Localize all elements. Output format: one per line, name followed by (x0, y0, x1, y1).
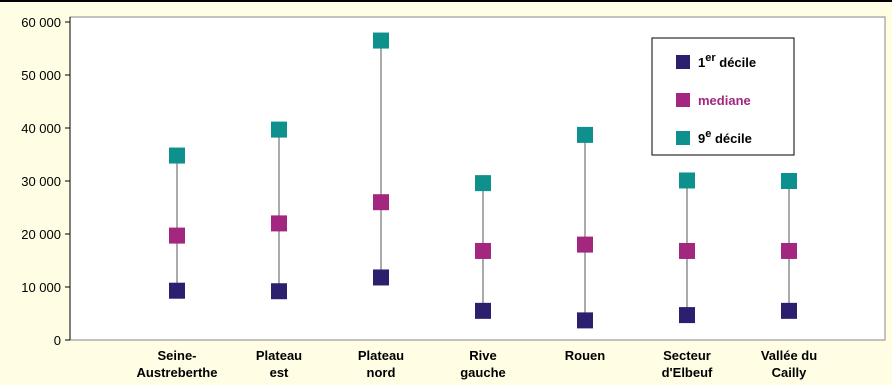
x-category-label: est (270, 365, 289, 380)
y-tick-label: 40 000 (21, 121, 61, 136)
marker-d9 (169, 147, 185, 164)
x-category-label: Seine- (157, 348, 196, 363)
legend-swatch-med (676, 93, 690, 107)
x-category-label: Rive (469, 348, 496, 363)
marker-d1 (475, 302, 491, 319)
marker-d1 (373, 269, 389, 286)
y-tick-label: 0 (54, 333, 61, 348)
marker-med (679, 242, 695, 259)
x-category-label: Austreberthe (137, 365, 218, 380)
x-category-label: nord (367, 365, 396, 380)
x-category-label: Plateau (358, 348, 404, 363)
marker-d1 (577, 312, 593, 329)
legend-swatch-d9 (676, 131, 690, 145)
x-category-label: Secteur (663, 348, 711, 363)
y-tick-label: 20 000 (21, 227, 61, 242)
marker-med (781, 242, 797, 259)
marker-d9 (373, 32, 389, 49)
y-axis: 0 10 000 20 000 30 000 40 000 50 000 60 000 (21, 15, 71, 348)
y-tick-label: 60 000 (21, 15, 61, 30)
x-category-label: Cailly (772, 365, 807, 380)
marker-d9 (577, 126, 593, 143)
x-axis-labels: Seine- Austreberthe Plateau est Plateau nord R… (137, 348, 818, 380)
marker-med (577, 236, 593, 253)
x-category-label: gauche (460, 365, 506, 380)
marker-d9 (475, 175, 491, 192)
marker-d1 (271, 283, 287, 300)
legend-label-med: mediane (698, 93, 751, 108)
y-tick-label: 10 000 (21, 280, 61, 295)
legend-swatch-d1 (676, 55, 690, 69)
legend: 1er décile mediane 9e décile (651, 37, 795, 156)
marker-med (271, 215, 287, 232)
x-category-label: Vallée du (761, 348, 817, 363)
legend-label-d9: 9e décile (698, 128, 752, 146)
x-category-label: Rouen (565, 348, 606, 363)
data-markers (169, 32, 797, 329)
marker-d1 (169, 282, 185, 299)
x-category-label: Plateau (256, 348, 302, 363)
marker-med (475, 242, 491, 259)
x-category-label: d'Elbeuf (662, 365, 713, 380)
y-tick-label: 30 000 (21, 174, 61, 189)
marker-d9 (271, 121, 287, 138)
marker-med (373, 194, 389, 211)
marker-d9 (679, 172, 695, 189)
legend-box (651, 37, 795, 156)
marker-d1 (781, 302, 797, 319)
marker-med (169, 227, 185, 244)
marker-d1 (679, 307, 695, 324)
y-tick-label: 50 000 (21, 68, 61, 83)
marker-d9 (781, 173, 797, 189)
legend-label-d1: 1er décile (698, 52, 756, 70)
